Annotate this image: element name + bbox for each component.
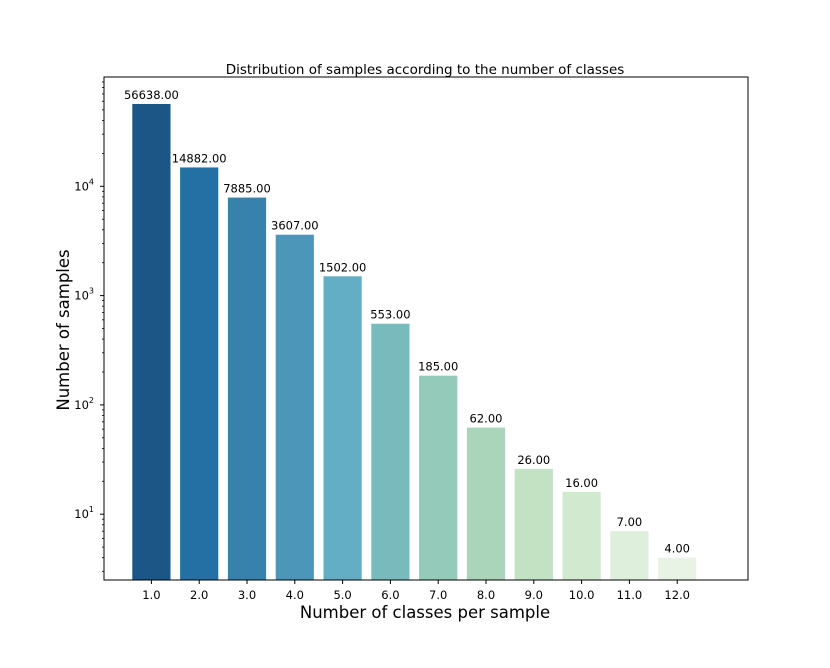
bar-value-label: 553.00 xyxy=(370,308,410,322)
chart-title: Distribution of samples according to the… xyxy=(226,62,625,78)
bar-6.0 xyxy=(371,323,410,580)
bar-9.0 xyxy=(514,468,553,580)
y-tick-label: 103 xyxy=(74,287,94,303)
bar-value-label: 7.00 xyxy=(617,515,643,529)
x-tick-label: 11.0 xyxy=(617,588,643,602)
bar-value-label: 7885.00 xyxy=(223,182,271,196)
bar-value-label: 3607.00 xyxy=(271,219,319,233)
x-tick-label: 8.0 xyxy=(477,588,495,602)
bar-value-label: 185.00 xyxy=(418,360,458,374)
bar-value-label: 56638.00 xyxy=(124,88,179,102)
x-tick-label: 6.0 xyxy=(381,588,399,602)
y-axis-label: Number of samples xyxy=(54,249,73,410)
plot-area: 56638.00 14882.00 7885.00 3607.00 1502.00 553… xyxy=(74,76,749,602)
x-axis-label: Number of classes per sample xyxy=(300,603,550,622)
bar-value-label: 26.00 xyxy=(517,453,550,467)
x-tick-label: 3.0 xyxy=(238,588,256,602)
x-tick-label: 1.0 xyxy=(142,588,160,602)
bar-1.0 xyxy=(132,103,171,580)
x-tick-label: 4.0 xyxy=(286,588,304,602)
bar-value-label: 62.00 xyxy=(470,412,503,426)
y-tick-label: 102 xyxy=(74,396,94,412)
bar-2.0 xyxy=(180,167,219,581)
bar-value-label: 14882.00 xyxy=(172,151,227,165)
bar-10.0 xyxy=(562,491,601,580)
x-tick-label: 5.0 xyxy=(333,588,351,602)
x-tick-label: 2.0 xyxy=(190,588,208,602)
x-tick-label: 10.0 xyxy=(569,588,595,602)
bar-3.0 xyxy=(227,197,267,580)
x-tick-label: 12.0 xyxy=(664,588,690,602)
y-tick-label: 104 xyxy=(74,177,94,193)
x-tick-label: 7.0 xyxy=(429,588,447,602)
bar-5.0 xyxy=(323,276,362,580)
bar-7.0 xyxy=(419,375,458,580)
bar-4.0 xyxy=(275,234,314,580)
bar-value-label: 1502.00 xyxy=(319,260,367,274)
bar-value-label: 4.00 xyxy=(664,542,690,556)
bar-8.0 xyxy=(466,427,506,580)
y-tick-label: 101 xyxy=(74,505,94,521)
bar-12.0 xyxy=(658,557,697,580)
x-tick-label: 9.0 xyxy=(525,588,543,602)
bar-11.0 xyxy=(610,531,649,580)
bar-value-label: 16.00 xyxy=(565,476,598,490)
